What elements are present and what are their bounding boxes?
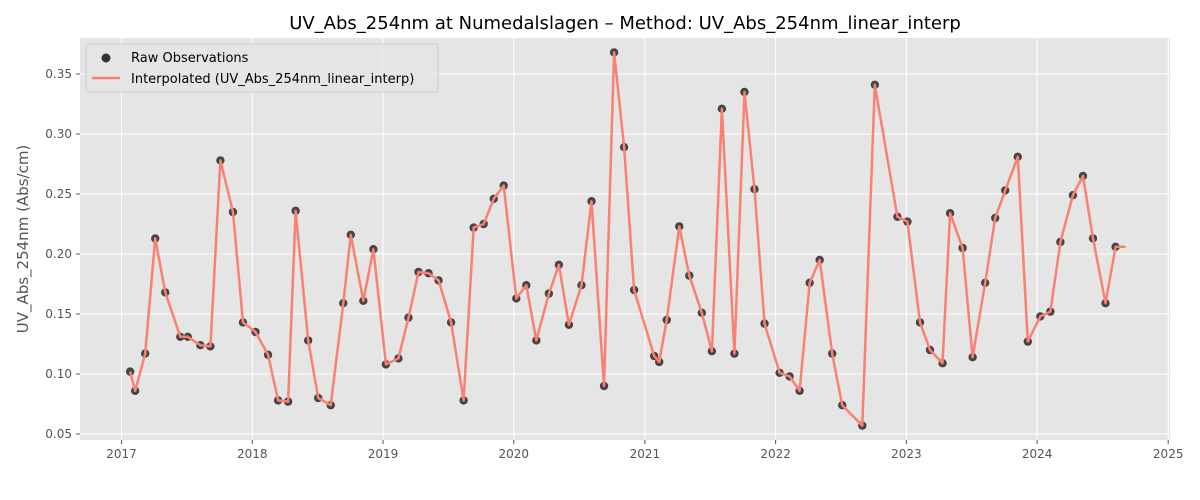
x-tick-label: 2019 [368,447,399,461]
grid-lines [80,38,1170,440]
legend-label-raw: Raw Observations [131,51,249,66]
y-tick-label: 0.30 [45,127,72,141]
x-tick-label: 2024 [1022,447,1053,461]
x-tick-label: 2021 [630,447,661,461]
series-layer [125,48,1126,430]
y-tick-label: 0.35 [45,67,72,81]
x-tick-label: 2017 [106,447,137,461]
y-tick-label: 0.10 [45,367,72,381]
legend-scatter-marker [101,53,111,63]
x-tick-label: 2022 [760,447,791,461]
y-tick-label: 0.25 [45,187,72,201]
y-tick-label: 0.15 [45,307,72,321]
plot-background [80,38,1170,440]
y-axis-ticks: 0.05 0.10 0.15 0.20 0.25 0.30 0.35 [45,67,80,441]
x-tick-label: 2023 [891,447,922,461]
chart-title: UV_Abs_254nm at Numedalslagen – Method: … [289,13,961,34]
interpolated-line [128,51,1126,427]
y-axis-label: UV_Abs_254nm (Abs/cm) [14,145,33,334]
x-tick-label: 2025 [1153,447,1184,461]
x-tick-label: 2020 [499,447,530,461]
y-tick-label: 0.05 [45,427,72,441]
x-tick-label: 2018 [237,447,268,461]
legend-box [85,43,439,93]
legend-label-interp: Interpolated (UV_Abs_254nm_linear_interp… [131,72,414,87]
x-axis-ticks: 2017 2018 2019 2020 2021 2022 2023 2024 2025 [106,440,1183,461]
legend: Raw Observations Interpolated (UV_Abs_25… [85,43,439,93]
y-tick-label: 0.20 [45,247,72,261]
